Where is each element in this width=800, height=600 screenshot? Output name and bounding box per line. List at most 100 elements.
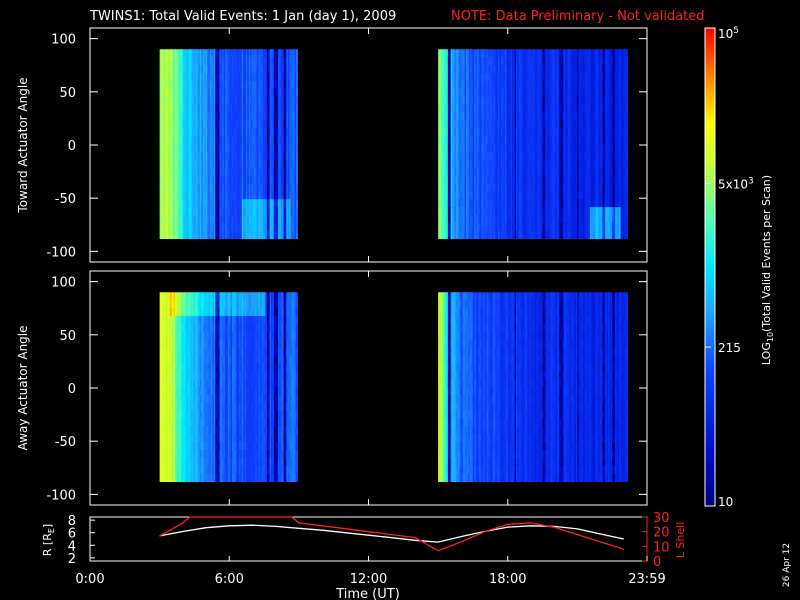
heatmap-cell [511, 214, 514, 224]
heatmap-cell [283, 143, 286, 153]
heatmap-cell [198, 167, 201, 176]
heatmap-cell [555, 191, 557, 200]
heatmap-cell [481, 230, 484, 239]
heatmap-cell [296, 151, 298, 161]
heatmap-cell [286, 72, 289, 82]
heatmap-cell [513, 230, 516, 239]
heatmap-cell [184, 230, 187, 239]
heatmap-cell [511, 159, 514, 168]
heatmap-cell [266, 175, 269, 184]
heatmap-cell [588, 88, 591, 98]
heatmap-cell [268, 167, 271, 176]
heatmap-cell [523, 191, 525, 200]
heatmap-cell [251, 199, 254, 208]
heatmap-cell [277, 183, 280, 192]
heatmap-cell [445, 112, 447, 121]
heatmap-cell [453, 214, 456, 224]
heatmap-cell [485, 143, 488, 153]
heatmap-cell [489, 143, 492, 153]
heatmap-cell [279, 159, 282, 168]
heatmap-cell [543, 183, 546, 192]
heatmap-cell [294, 151, 297, 161]
heatmap-cell [187, 120, 190, 129]
heatmap-cell [488, 128, 491, 137]
heatmap-cell [195, 49, 198, 58]
heatmap-cell [167, 96, 170, 105]
heatmap-cell [258, 199, 261, 208]
heatmap-cell [475, 143, 478, 153]
heatmap-cell [461, 80, 464, 90]
heatmap-cell [170, 96, 173, 105]
heatmap-cell [577, 222, 580, 232]
heatmap-cell [589, 65, 592, 74]
heatmap-cell [165, 207, 167, 216]
heatmap-cell [186, 57, 188, 66]
heatmap-cell [545, 230, 548, 239]
heatmap-cell [193, 72, 195, 82]
heatmap-cell [585, 183, 588, 192]
heatmap-cell [180, 214, 183, 224]
heatmap-cell [188, 128, 191, 137]
heatmap-cell [206, 175, 209, 184]
heatmap-cell [229, 128, 232, 137]
heatmap-cell [482, 159, 485, 168]
heatmap-cell [443, 199, 446, 208]
heatmap-cell [550, 175, 553, 184]
heatmap-cell [173, 230, 176, 239]
heatmap-cell [528, 49, 531, 58]
heatmap-cell [215, 222, 218, 232]
heatmap-cell [482, 214, 485, 224]
heatmap-cell [478, 214, 481, 224]
heatmap-cell [584, 128, 587, 137]
heatmap-cell [222, 57, 225, 66]
heatmap-cell [443, 175, 446, 184]
heatmap-cell [243, 207, 245, 216]
heatmap-cell [226, 159, 229, 168]
heatmap-cell [167, 214, 170, 224]
heatmap-cell [559, 120, 562, 129]
heatmap-cell [525, 230, 528, 239]
heatmap-cell [286, 88, 289, 98]
heatmap-cell [464, 175, 467, 184]
heatmap-cell [191, 72, 194, 82]
heatmap-cell [461, 57, 464, 66]
heatmap-cell [564, 167, 567, 176]
heatmap-cell [443, 136, 446, 145]
heatmap-cell [236, 136, 238, 145]
heatmap-cell [184, 199, 187, 208]
heatmap-cell [475, 151, 478, 161]
heatmap-cell [250, 128, 252, 137]
heatmap-cell [232, 136, 234, 145]
heatmap-cell [225, 143, 227, 153]
heatmap-cell [573, 120, 575, 129]
heatmap-cell [230, 65, 233, 74]
heatmap-cell [236, 183, 238, 192]
heatmap-cell [208, 159, 211, 168]
heatmap-cell [500, 80, 503, 90]
heatmap-cell [584, 136, 587, 145]
heatmap-cell [457, 230, 460, 239]
heatmap-cell [524, 49, 527, 58]
heatmap-cell [254, 222, 257, 232]
heatmap-cell [225, 65, 227, 74]
heatmap-cell [241, 112, 244, 121]
heatmap-cell [213, 143, 216, 153]
heatmap-cell [578, 49, 581, 58]
heatmap-cell [575, 167, 578, 176]
heatmap-cell [563, 214, 566, 224]
heatmap-cell [167, 72, 170, 82]
heatmap-cell [570, 222, 573, 232]
heatmap-cell [498, 191, 500, 200]
heatmap-cell [239, 49, 241, 58]
heatmap-cell [486, 136, 489, 145]
heatmap-cell [166, 112, 169, 121]
heatmap-cell [188, 65, 191, 74]
heatmap-cell [161, 136, 163, 145]
heatmap-cell [538, 207, 541, 216]
heatmap-cell [293, 230, 296, 239]
heatmap-cell [530, 88, 532, 98]
heatmap-cell [195, 222, 198, 232]
heatmap-cell [556, 207, 559, 216]
heatmap-cell [271, 72, 273, 82]
heatmap-cell [229, 49, 232, 58]
